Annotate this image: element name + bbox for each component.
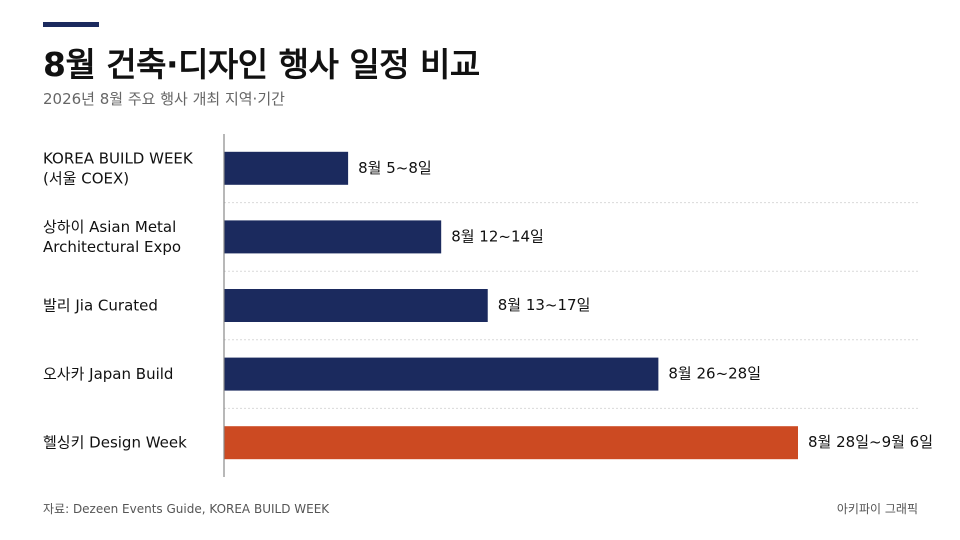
- category-label-line: 헬싱키 Design Week: [43, 433, 187, 451]
- chart-subtitle: 2026년 8월 주요 행사 개최 지역·기간: [43, 90, 285, 108]
- bar: [224, 426, 798, 460]
- bar: [224, 357, 659, 391]
- chart-title: 8월 건축·디자인 행사 일정 비교: [43, 45, 480, 84]
- data-label: 8월 13~17일: [498, 296, 591, 314]
- source-note: 자료: Dezeen Events Guide, KOREA BUILD WEE…: [43, 502, 330, 516]
- title-accent-bar: [43, 22, 99, 27]
- category-label-line: 발리 Jia Curated: [43, 296, 158, 314]
- category-label-line: Architectural Expo: [43, 237, 181, 255]
- category-label: KOREA BUILD WEEK (서울 COEX): [43, 149, 194, 187]
- category-label: 상하이 Asian Metal Architectural Expo: [43, 217, 181, 255]
- data-label: 8월 28일~9월 6일: [808, 433, 933, 451]
- brand-credit: 아키파이 그래픽: [836, 502, 918, 516]
- data-label: 8월 12~14일: [451, 227, 544, 245]
- category-label: 오사카 Japan Build: [43, 365, 173, 383]
- category-label: 헬싱키 Design Week: [43, 433, 187, 451]
- data-label: 8월 5~8일: [358, 159, 432, 177]
- bar: [224, 151, 349, 185]
- category-label-line: KOREA BUILD WEEK: [43, 149, 194, 167]
- bar: [224, 289, 488, 322]
- category-label-line: (서울 COEX): [43, 169, 129, 187]
- category-label: 발리 Jia Curated: [43, 296, 158, 314]
- category-label-line: 오사카 Japan Build: [43, 365, 173, 383]
- category-label-line: 상하이 Asian Metal: [43, 217, 176, 235]
- data-label: 8월 26~28일: [668, 365, 761, 383]
- bar: [224, 220, 442, 254]
